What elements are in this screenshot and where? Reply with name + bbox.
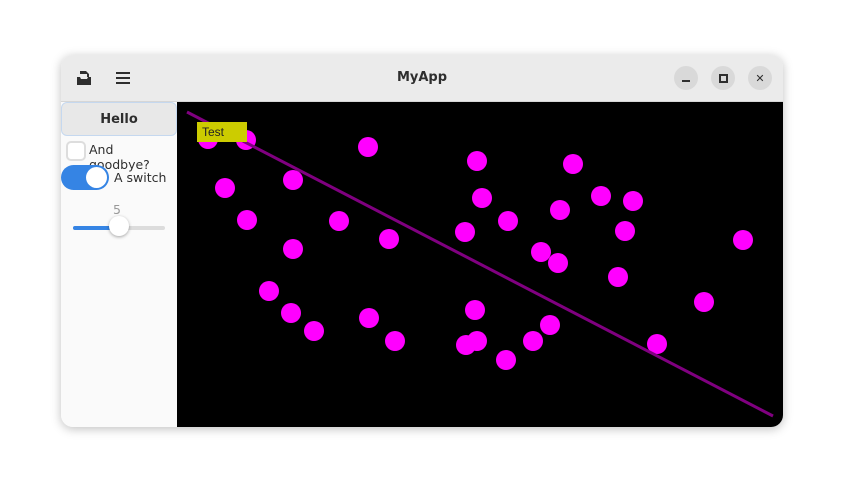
minimize-icon: [682, 80, 690, 82]
sidebar: Hello And goodbye? A switch 5: [61, 102, 177, 427]
circle-mark: [472, 188, 492, 208]
slider-thumb[interactable]: [109, 216, 129, 236]
circle-mark: [496, 350, 516, 370]
circle-mark: [608, 267, 628, 287]
circle-mark: [531, 242, 551, 262]
circle-mark: [694, 292, 714, 312]
diagonal-line: [186, 110, 774, 418]
test-label: Test: [197, 122, 247, 142]
circle-mark: [329, 211, 349, 231]
circle-mark: [523, 331, 543, 351]
circle-mark: [385, 331, 405, 351]
circle-mark: [465, 300, 485, 320]
switch-knob: [86, 167, 107, 188]
circle-mark: [358, 137, 378, 157]
circle-mark: [259, 281, 279, 301]
close-button[interactable]: ✕: [748, 66, 772, 90]
circle-mark: [540, 315, 560, 335]
circle-mark: [550, 200, 570, 220]
circle-mark: [304, 321, 324, 341]
circle-mark: [647, 334, 667, 354]
circle-mark: [548, 253, 568, 273]
hello-button[interactable]: Hello: [61, 102, 177, 136]
minimize-button[interactable]: [674, 66, 698, 90]
circle-mark: [215, 178, 235, 198]
switch-toggle[interactable]: [61, 165, 109, 190]
circle-mark: [467, 151, 487, 171]
circle-mark: [281, 303, 301, 323]
menu-icon: [116, 72, 130, 84]
goodbye-checkbox[interactable]: [66, 141, 86, 161]
circle-mark: [379, 229, 399, 249]
switch-label: A switch: [114, 170, 167, 185]
circle-mark: [591, 186, 611, 206]
circle-mark: [359, 308, 379, 328]
canvas-drawing: [186, 110, 774, 418]
drawing-canvas[interactable]: Test: [177, 102, 783, 427]
circle-mark: [237, 210, 257, 230]
main-menu-button[interactable]: [112, 66, 136, 90]
slider-value: 5: [113, 202, 121, 217]
circle-mark: [455, 222, 475, 242]
circle-mark: [733, 230, 753, 250]
circle-mark: [498, 211, 518, 231]
document-save-icon: [77, 71, 91, 85]
slider-fill: [73, 226, 119, 230]
open-document-button[interactable]: [72, 66, 96, 90]
window-title: MyApp: [396, 70, 448, 85]
circle-mark: [283, 239, 303, 259]
close-icon: ✕: [755, 71, 765, 85]
circle-mark: [615, 221, 635, 241]
header-bar: MyApp ✕: [61, 55, 783, 102]
circle-mark: [563, 154, 583, 174]
circle-mark: [623, 191, 643, 211]
app-window: MyApp ✕ Hello And goodbye? A switch 5 Te…: [61, 55, 783, 427]
circle-mark: [456, 335, 476, 355]
maximize-button[interactable]: [711, 66, 735, 90]
maximize-icon: [718, 73, 728, 83]
circle-mark: [283, 170, 303, 190]
